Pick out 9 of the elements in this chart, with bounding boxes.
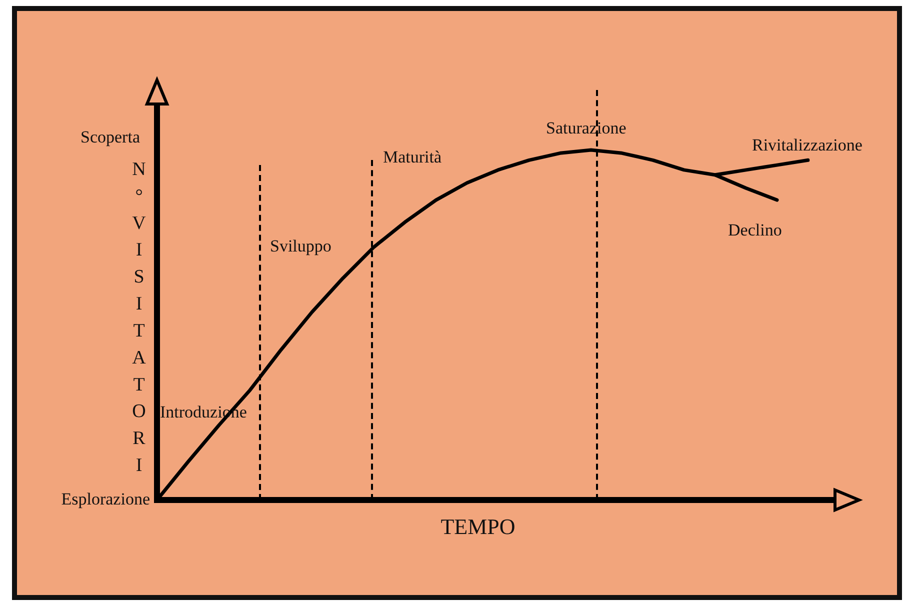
annotation: Declino xyxy=(728,220,782,240)
annotation: Maturità xyxy=(383,147,442,166)
text: Scoperta xyxy=(80,127,140,146)
text: Esplorazione xyxy=(61,489,150,508)
x-axis-title: TEMPO xyxy=(440,514,516,539)
text: N° VISITATORI xyxy=(132,158,146,476)
annotation: Rivitalizzazione xyxy=(752,135,862,154)
annotation: Sviluppo xyxy=(270,236,332,256)
text: Saturazione xyxy=(546,118,626,138)
